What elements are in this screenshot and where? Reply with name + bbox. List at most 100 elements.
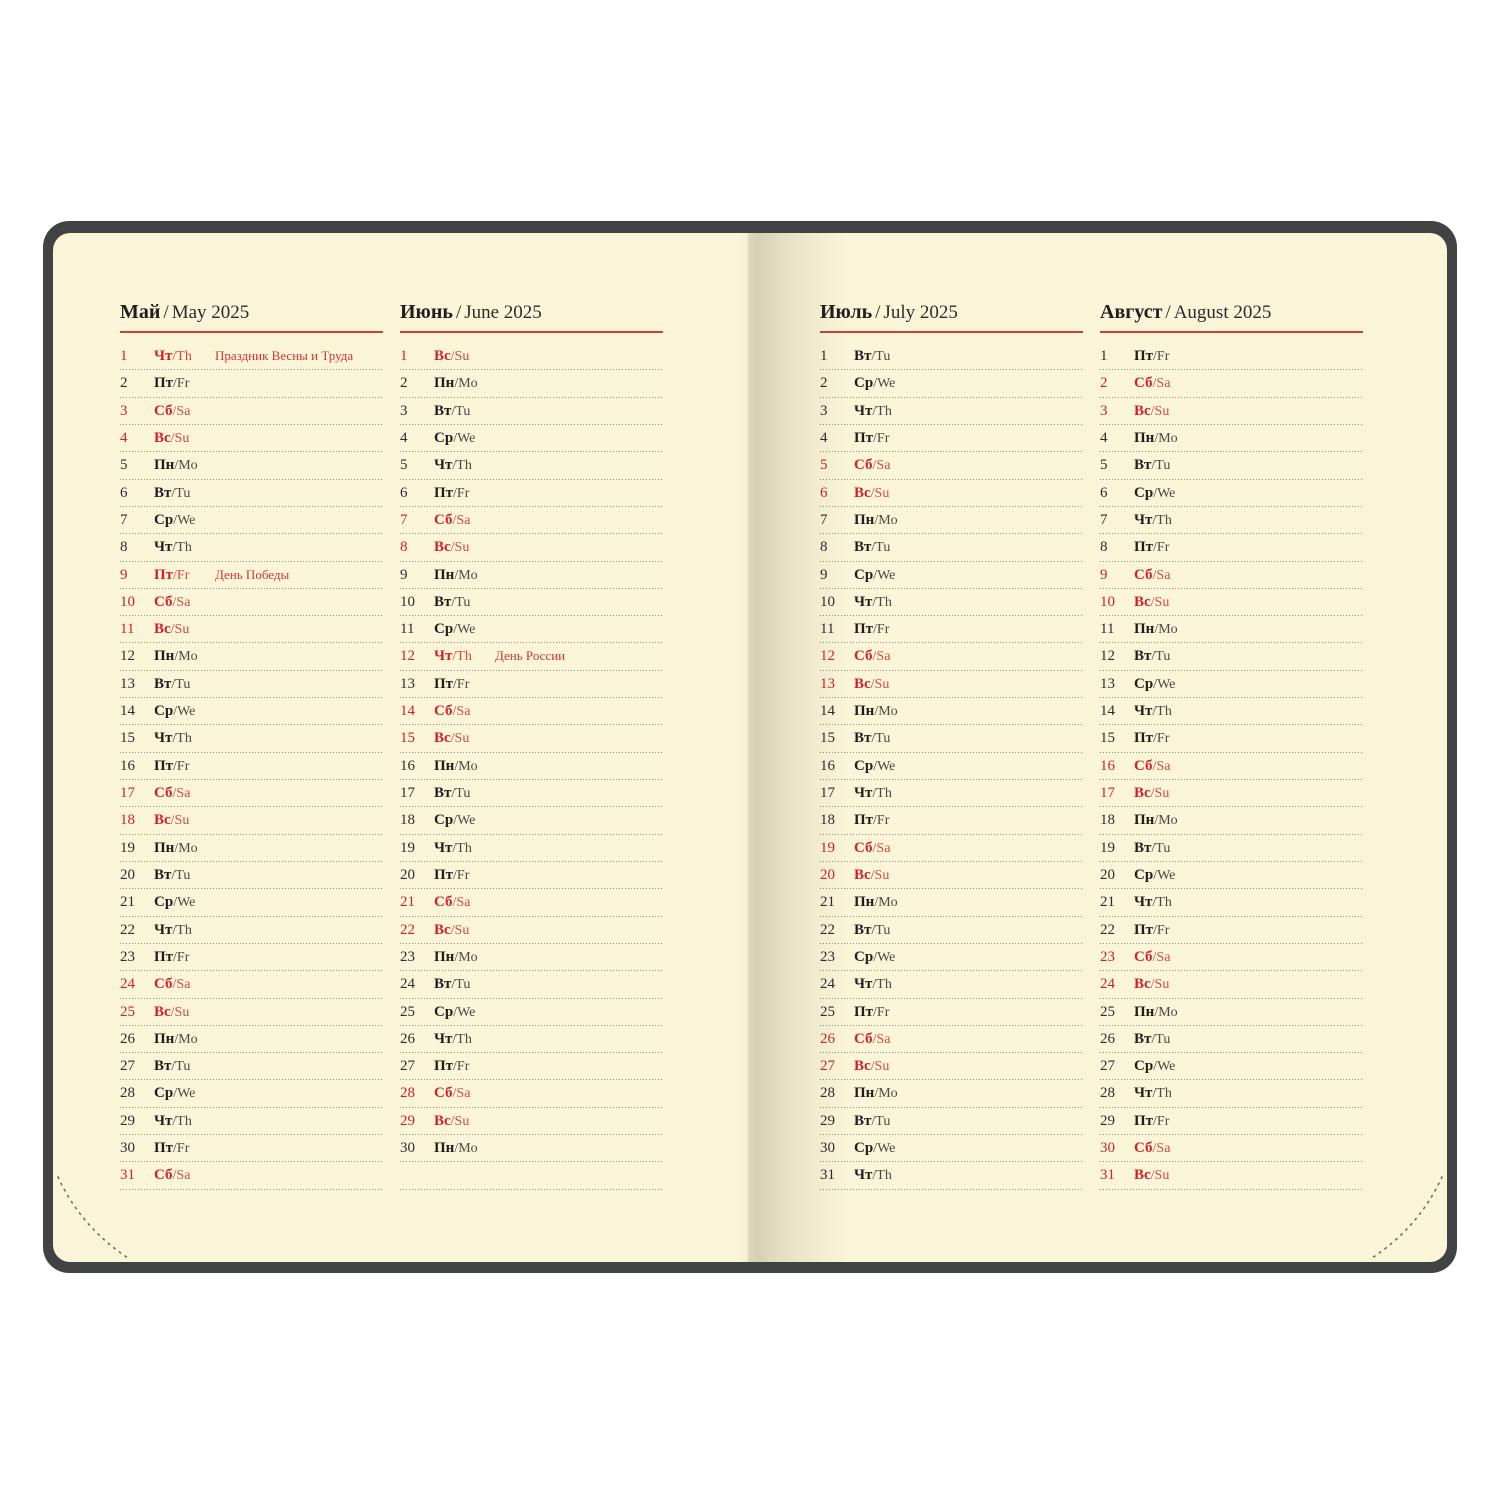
weekday-label: Вс/Su	[1134, 594, 1195, 611]
weekday-ru: Вт	[434, 976, 452, 993]
weekday-ru: Пт	[154, 757, 174, 774]
weekday-en: /Mo	[174, 458, 198, 474]
weekday-en: /Tu	[1151, 649, 1171, 665]
weekday-ru: Вс	[854, 484, 871, 501]
calendar-day-row: 27 Ср/We	[1100, 1053, 1363, 1081]
weekday-ru: Вт	[854, 1112, 872, 1129]
weekday-label: Ср/We	[854, 567, 915, 584]
weekday-en: /Tu	[871, 540, 891, 556]
weekday-label: Сб/Sa	[1134, 949, 1195, 966]
weekday-label: Пн/Mo	[154, 457, 215, 474]
calendar-day-row: 17 Вт/Tu	[400, 780, 663, 808]
weekday-en: /Tu	[451, 977, 471, 993]
weekday-en: /Fr	[1153, 349, 1170, 364]
weekday-en: /Fr	[173, 567, 190, 583]
weekday-label: Сб/Sa	[434, 894, 495, 911]
weekday-label: Сб/Sa	[434, 1085, 495, 1102]
weekday-ru: Пн	[854, 703, 875, 720]
weekday-en: /Th	[452, 840, 472, 856]
weekday-en: /Sa	[172, 1168, 191, 1184]
weekday-ru: Сб	[434, 894, 453, 911]
weekday-ru: Чт	[154, 921, 173, 938]
calendar-day-row: 4 Пт/Fr	[820, 425, 1083, 453]
weekday-label: Сб/Sa	[1134, 1140, 1195, 1157]
day-number: 3	[120, 402, 128, 419]
day-number: 16	[1100, 757, 1115, 774]
weekday-ru: Сб	[154, 976, 173, 993]
weekday-en: /Fr	[453, 485, 470, 501]
month-header: Август / August 2025	[1100, 302, 1363, 333]
weekday-ru: Вс	[1134, 1167, 1151, 1184]
calendar-day-row: 26 Чт/Th	[400, 1026, 663, 1054]
weekday-ru: Пт	[434, 484, 454, 501]
weekday-label: Сб/Sa	[154, 976, 215, 993]
calendar-day-row: 6 Вс/Su	[820, 480, 1083, 508]
weekday-en: /We	[173, 895, 196, 911]
calendar-day-row: 19 Пн/Mo	[120, 835, 383, 863]
day-number: 29	[820, 1112, 835, 1129]
weekday-label: Вс/Su	[434, 348, 495, 365]
calendar-day-row: 22 Вс/Su	[400, 917, 663, 945]
day-number: 2	[120, 375, 128, 392]
month-day-list: 1 Пт/Fr 2 Сб/Sa 3 Вс/Su 4 Пн/Mo 5 Вт/Tu 6 Ср/We 7 Чт/…	[1100, 343, 1363, 1191]
day-number: 14	[400, 703, 415, 720]
weekday-label: Пн/Mo	[1134, 621, 1195, 638]
weekday-label: Вт/Tu	[434, 976, 495, 993]
weekday-en: /Tu	[451, 594, 471, 610]
weekday-label: Вс/Su	[154, 430, 215, 447]
day-number: 27	[120, 1058, 135, 1075]
weekday-label: Пт/Fr	[434, 485, 495, 502]
weekday-ru: Ср	[1134, 484, 1154, 501]
calendar-day-row: 24 Вс/Su	[1100, 971, 1363, 999]
weekday-label: Вс/Su	[1134, 1167, 1195, 1184]
weekday-label: Вс/Su	[434, 539, 495, 556]
calendar-day-row: 3 Вс/Su	[1100, 398, 1363, 426]
day-number: 3	[1100, 402, 1108, 419]
weekday-ru: Вс	[1134, 785, 1151, 801]
weekday-en: /Tu	[871, 731, 891, 747]
weekday-en: /Fr	[873, 622, 890, 638]
weekday-label: Пн/Mo	[434, 758, 495, 775]
weekday-en: /Sa	[1152, 949, 1171, 965]
day-number: 9	[1100, 566, 1108, 583]
day-number: 6	[400, 484, 408, 501]
calendar-day-row: 26 Вт/Tu	[1100, 1026, 1363, 1054]
weekday-en: /Su	[170, 430, 190, 446]
calendar-day-row: 31 Вс/Su	[1100, 1162, 1363, 1191]
calendar-day-row: 4 Ср/We	[400, 425, 663, 453]
weekday-label: Пт/Fr	[434, 867, 495, 884]
weekday-label: Вт/Tu	[154, 867, 215, 884]
weekday-ru: Пт	[434, 675, 454, 692]
weekday-ru: Пт	[854, 429, 874, 446]
weekday-en: /Th	[1152, 512, 1172, 528]
calendar-day-row: 28 Сб/Sa	[400, 1080, 663, 1109]
calendar-day-row: 25 Пн/Mo	[1100, 999, 1363, 1027]
weekday-label: Сб/Sa	[154, 403, 215, 420]
calendar-day-row: 20 Ср/We	[1100, 862, 1363, 890]
weekday-ru: Вс	[1134, 402, 1151, 419]
calendar-day-row: 30 Пн/Mo	[400, 1135, 663, 1163]
day-number: 31	[820, 1167, 835, 1184]
day-number: 22	[820, 921, 835, 938]
calendar-day-row: 9 Сб/Sa	[1100, 562, 1363, 590]
month-column-june: Июнь / June 2025 1 Вс/Su 2 Пн/Mo 3 Вт/Tu 4 Ср/We 5…	[400, 302, 663, 1191]
weekday-label: Чт/Th	[1134, 1085, 1195, 1102]
weekday-ru: Пт	[154, 566, 174, 583]
weekday-label: Ср/We	[1134, 867, 1195, 884]
day-number: 23	[400, 948, 415, 965]
calendar-day-row: 10 Вт/Tu	[400, 589, 663, 617]
weekday-label: Ср/We	[434, 1004, 495, 1021]
weekday-label: Сб/Sa	[1134, 758, 1195, 775]
day-number: 17	[120, 785, 135, 801]
weekday-ru: Сб	[434, 1085, 453, 1102]
day-number: 17	[1100, 785, 1115, 801]
weekday-ru: Ср	[154, 1085, 174, 1102]
day-number: 30	[1100, 1140, 1115, 1157]
weekday-label: Ср/We	[154, 894, 215, 911]
weekday-ru: Вт	[434, 785, 452, 801]
day-number: 6	[820, 484, 828, 501]
weekday-label: Пт/Fr	[1134, 730, 1195, 747]
calendar-day-row: 20 Вс/Su	[820, 862, 1083, 890]
calendar-day-row: 13 Вт/Tu	[120, 671, 383, 699]
weekday-label: Сб/Sa	[1134, 567, 1195, 584]
